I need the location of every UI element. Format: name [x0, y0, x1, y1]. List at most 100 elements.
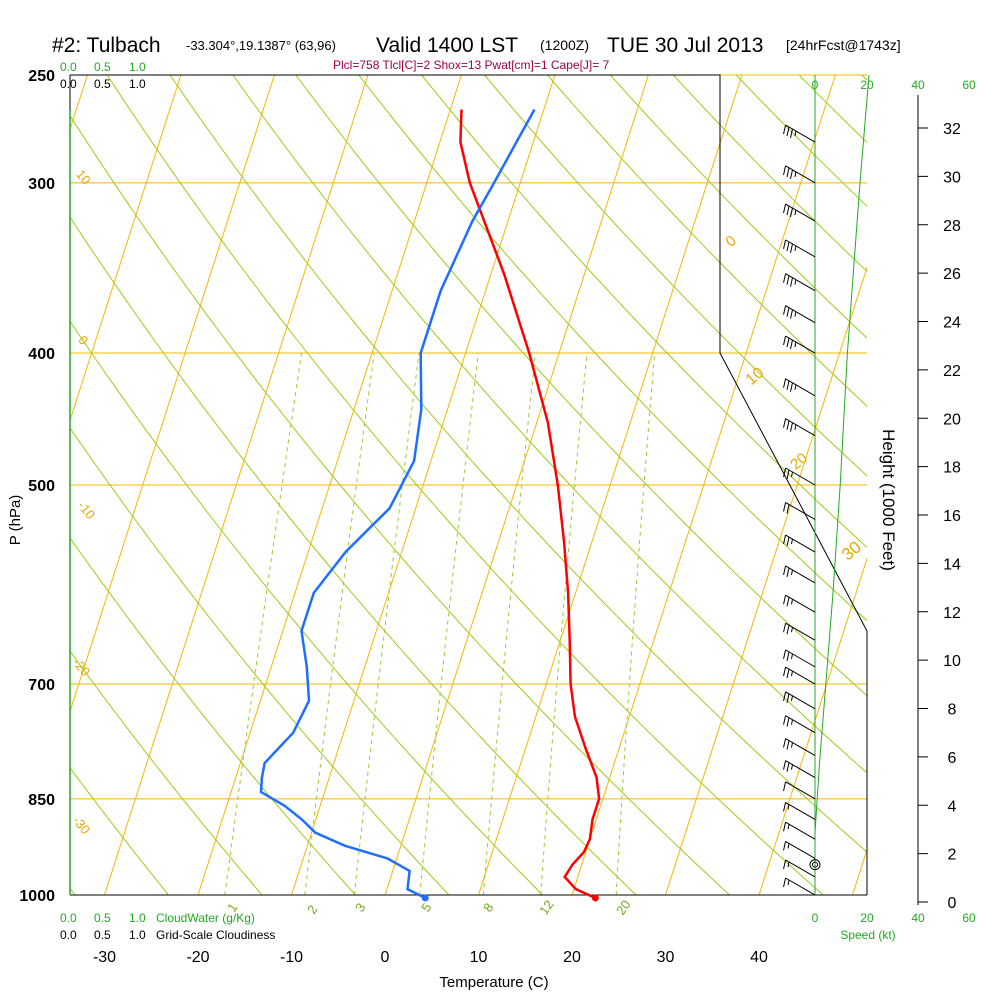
x-tick-label: 30 — [657, 949, 675, 966]
svg-text:1.0: 1.0 — [129, 77, 146, 91]
wind-barb-half-feather — [794, 311, 797, 317]
wind-barb-half-feather — [794, 384, 797, 390]
svg-text:0.5: 0.5 — [94, 77, 111, 91]
temperature-line — [459, 109, 601, 900]
pressure-tick-label: 250 — [28, 68, 55, 85]
wind-barb-feather — [789, 128, 793, 139]
height-tick-label: 4 — [948, 798, 957, 815]
wind-barb-half-feather — [794, 245, 797, 251]
mixing-ratio-line — [304, 352, 375, 896]
svg-text:0.0: 0.0 — [60, 60, 77, 74]
wind-barb — [783, 565, 816, 584]
mixing-ratio-line — [224, 352, 303, 896]
x-tick-label: -20 — [186, 949, 209, 966]
svg-text:0.5: 0.5 — [94, 60, 111, 74]
wind-barb-half-feather — [790, 599, 793, 605]
dry-adiabat-line — [232, 74, 867, 774]
wind-barb-feather — [786, 597, 790, 607]
height-tick-label: 12 — [943, 605, 961, 622]
isotherm-label: -30 — [70, 813, 94, 837]
wind-barb-half-feather — [794, 171, 797, 177]
pressure-tick-label: 700 — [28, 677, 55, 694]
wind-barb — [783, 594, 816, 613]
height-tick-label: 2 — [948, 847, 957, 864]
svg-text:60: 60 — [962, 911, 976, 925]
wind-barb-feather — [783, 502, 787, 512]
wind-barb-feather — [783, 203, 787, 214]
wind-barb — [783, 335, 816, 354]
wind-barb-feather — [789, 339, 793, 350]
wind-barb-half-feather — [794, 209, 797, 216]
wind-barb-half-feather — [787, 824, 790, 830]
y-axis-title: P (hPa) — [7, 495, 24, 546]
svg-text:0.5: 0.5 — [94, 928, 111, 942]
wind-barb — [783, 305, 816, 324]
isotherm-line — [197, 74, 462, 896]
wind-barb-feather — [783, 822, 787, 832]
dry-adiabat-line — [70, 427, 450, 896]
wind-barb-feather — [786, 651, 790, 661]
wind-barb-shaft — [785, 649, 816, 668]
height-tick-label: 16 — [943, 508, 961, 525]
dry-adiabat-line — [547, 74, 867, 407]
isotherm-line — [758, 557, 867, 896]
wind-barb — [783, 165, 816, 184]
wind-barb-feather — [786, 740, 790, 750]
dry-adiabat-line — [169, 74, 867, 853]
wind-barb-feather — [783, 841, 787, 851]
wind-barb-feather — [783, 738, 787, 748]
wind-barb-feather — [789, 382, 793, 392]
wind-barb — [783, 666, 816, 685]
wind-barb-feather — [786, 693, 790, 703]
wind-barb-feather — [786, 380, 790, 390]
wind-barb-feather — [783, 378, 787, 388]
wind-barb-feather — [783, 273, 787, 283]
isotherm-label: 10 — [73, 167, 94, 188]
wind-barb-feather — [789, 309, 793, 319]
wind-barb-feather — [786, 126, 790, 137]
isotherm-line — [478, 74, 743, 896]
svg-text:0: 0 — [812, 78, 819, 92]
pressure-tick-label: 1000 — [19, 888, 55, 905]
pressure-tick-label: 500 — [28, 478, 55, 495]
y2-axis-title: Height (1000 Feet) — [879, 429, 898, 571]
svg-text:0: 0 — [812, 911, 819, 925]
wind-barb-shaft — [785, 859, 816, 878]
wind-barb-feather — [789, 243, 793, 253]
wind-barb-shaft — [785, 165, 816, 184]
wind-barb-feather — [786, 504, 790, 514]
forecast-info: [24hrFcst@1743z] — [786, 37, 901, 53]
mixing-ratio-line — [615, 352, 656, 896]
wind-barb — [783, 203, 816, 222]
wind-barb — [783, 418, 816, 437]
isotherm-line — [70, 74, 275, 713]
pressure-tick-label: 850 — [28, 792, 55, 809]
wind-barb — [783, 502, 816, 520]
dry-adiabat-line — [609, 74, 867, 339]
dry-adiabat-line — [421, 74, 867, 549]
isotherm-line — [852, 848, 867, 896]
dry-adiabat-line — [358, 74, 867, 622]
wind-barb — [783, 760, 816, 779]
x-tick-label: -30 — [93, 949, 116, 966]
height-tick-label: 6 — [948, 750, 957, 767]
x-axis-title: Temperature (C) — [439, 974, 548, 991]
wind-barb — [783, 649, 816, 668]
wind-barb-shaft — [785, 335, 816, 354]
wind-barb — [783, 378, 816, 397]
svg-text:40: 40 — [911, 911, 925, 925]
dry-adiabat-line — [70, 320, 543, 896]
height-tick-label: 8 — [948, 702, 957, 719]
wind-barb-feather — [786, 469, 790, 480]
wind-barb — [783, 801, 816, 820]
wind-barb — [783, 534, 816, 553]
pressure-tick-label: 300 — [28, 176, 55, 193]
svg-text:20: 20 — [860, 78, 874, 92]
cloudiness-label: Grid-Scale Cloudiness — [156, 928, 275, 942]
wind-barb — [783, 124, 816, 143]
wind-barb-half-feather — [790, 569, 793, 576]
calm-wind-marker — [809, 859, 821, 871]
x-tick-label: 10 — [470, 949, 488, 966]
wind-barb-shaft — [785, 622, 816, 641]
surface-dewpoint-dot — [421, 894, 429, 902]
